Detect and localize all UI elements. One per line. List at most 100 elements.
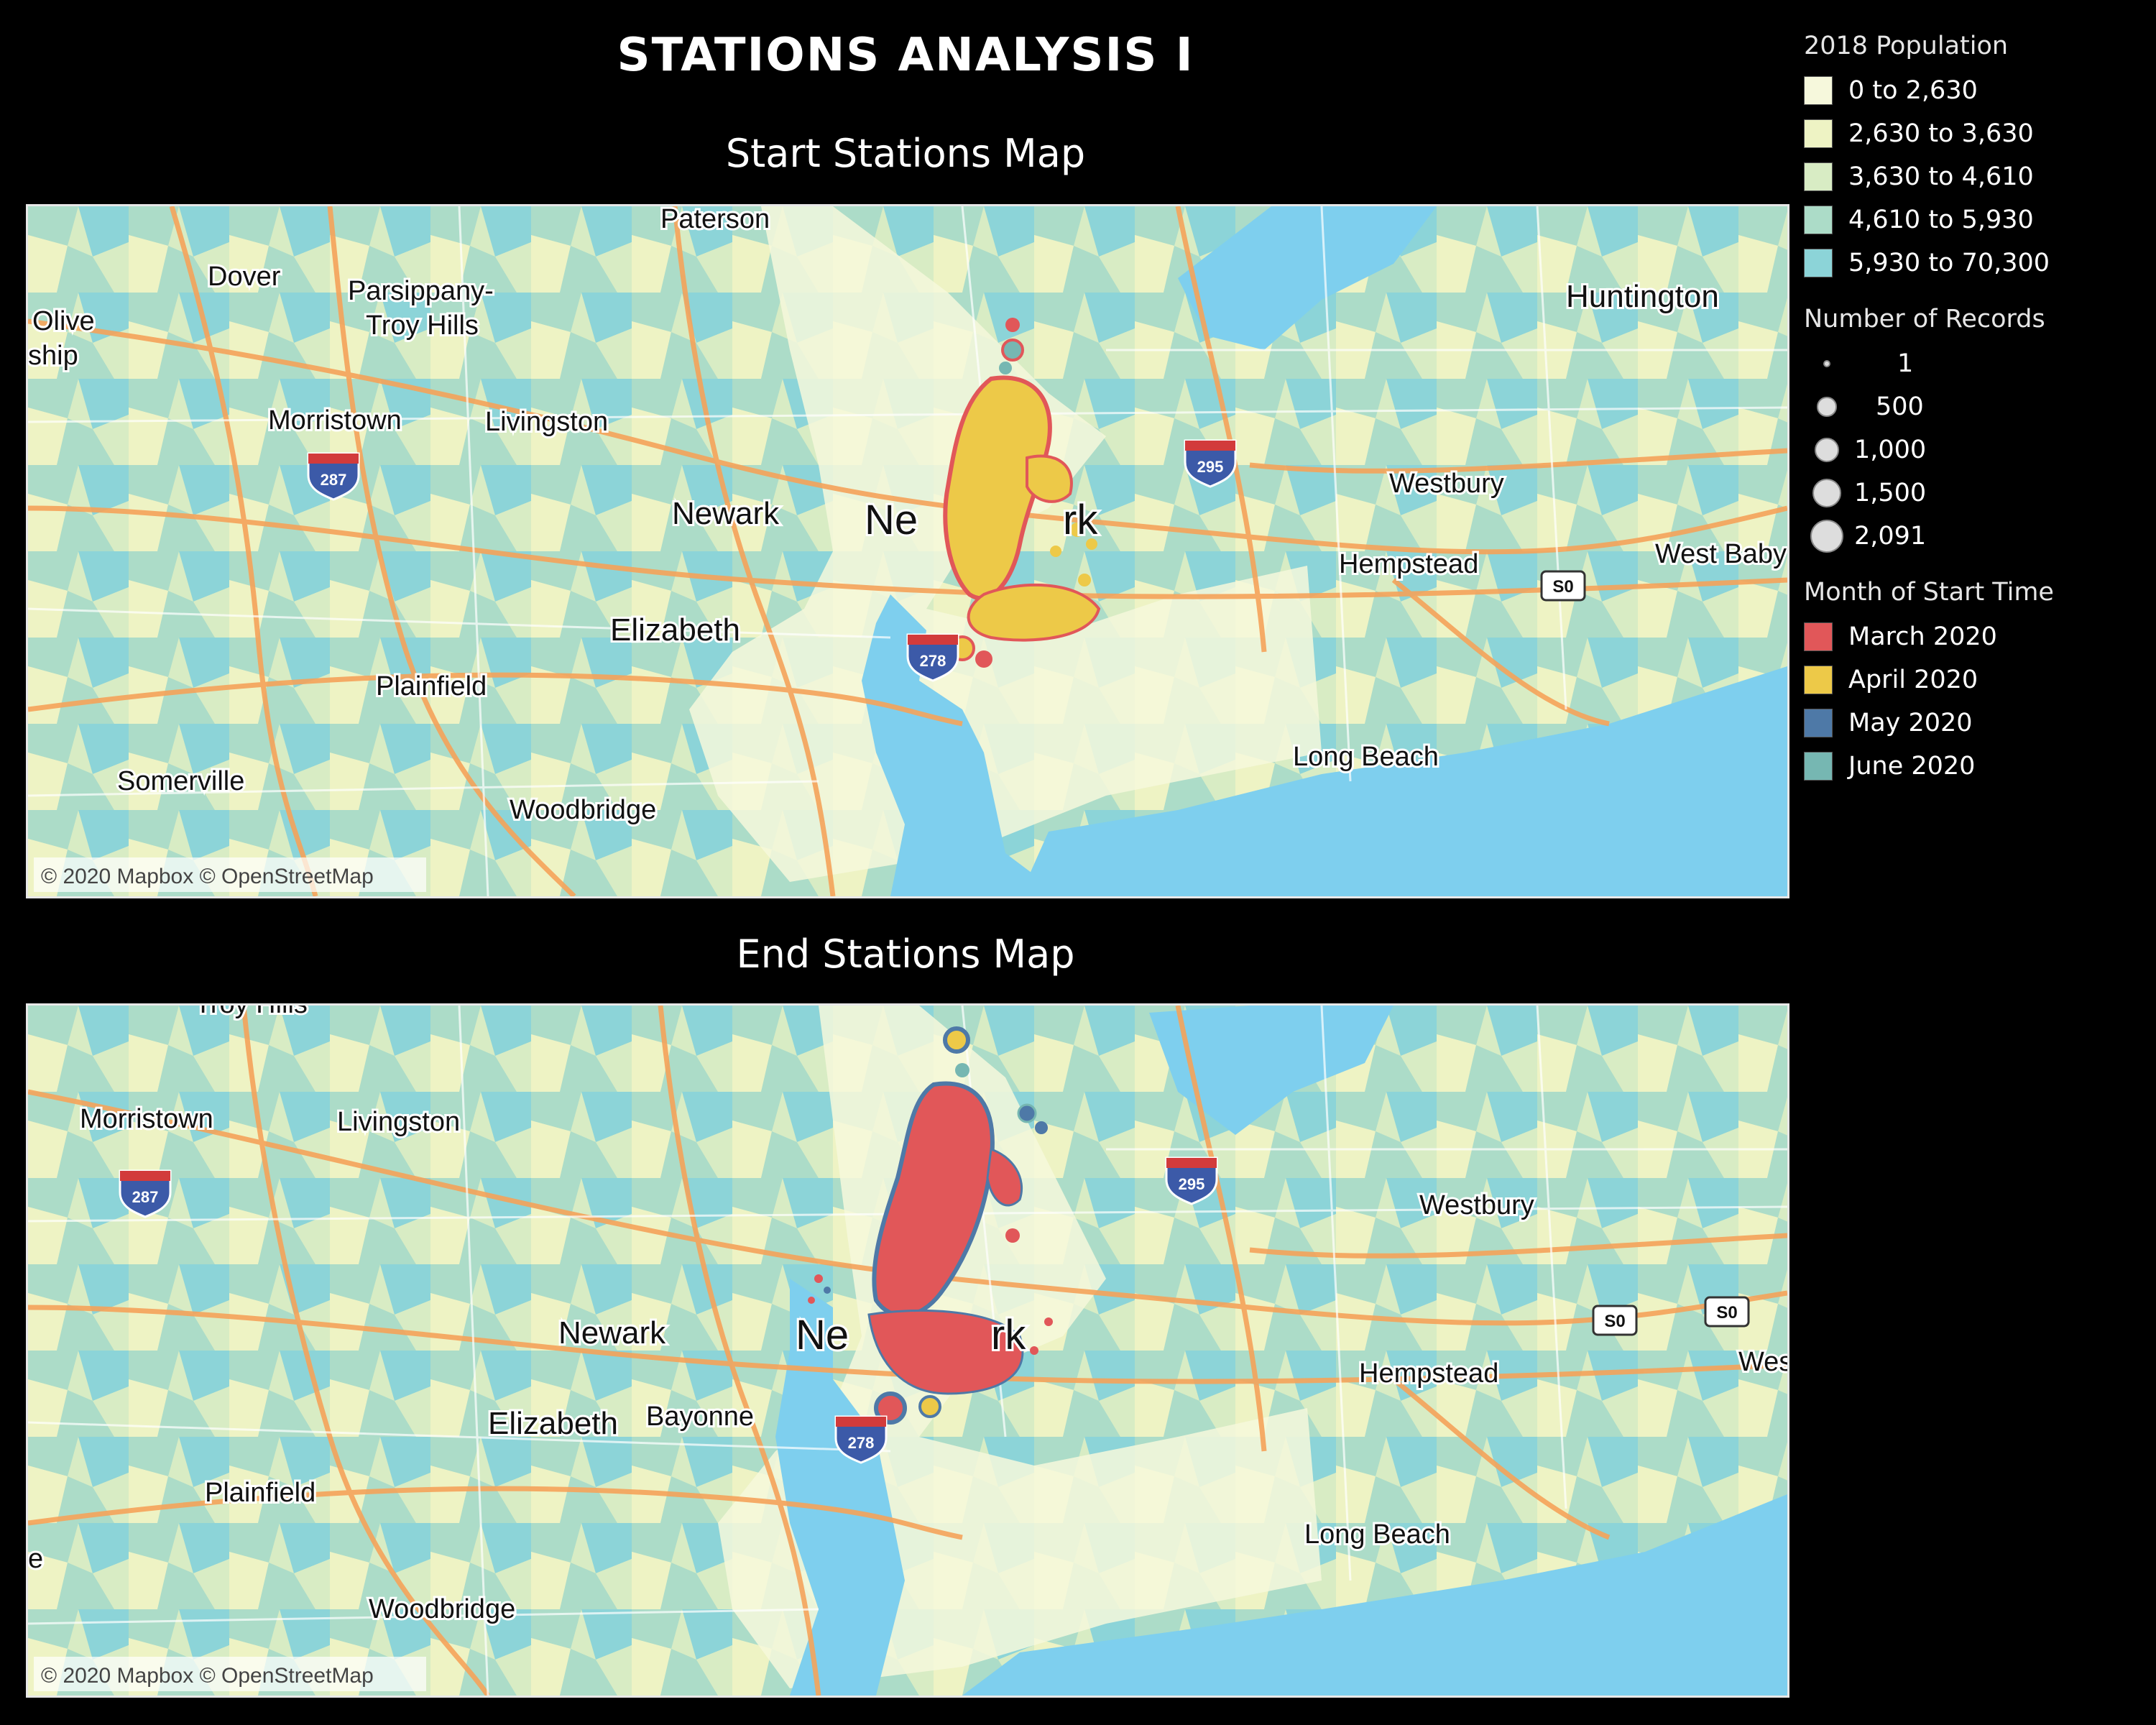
month-legend: Month of Start Time March 2020 April 2020… [1804, 578, 2149, 788]
interstate-shield: 295 [1165, 1156, 1218, 1205]
atlantic-ocean [962, 1494, 1787, 1696]
city-label: Huntington [1566, 279, 1719, 314]
records-legend-label: 1,500 [1854, 479, 1927, 507]
records-legend-item[interactable]: 1,500 [1804, 472, 2149, 515]
records-legend-title: Number of Records [1804, 305, 2045, 334]
records-legend-item[interactable]: 1 [1804, 342, 2149, 385]
route-shields: 287 295 S0 278 [307, 439, 1586, 682]
records-size-circle [1823, 359, 1831, 368]
city-label: Westbury [1389, 469, 1504, 499]
month-legend-item[interactable]: May 2020 [1804, 702, 2149, 745]
attribution[interactable]: © 2020 Mapbox © OpenStreetMap [34, 1657, 426, 1691]
population-legend-swatch [1804, 76, 1833, 105]
city-label: Long Beach [1293, 742, 1439, 772]
start-map-canvas[interactable]: Paterson Dover Parsippany- Troy Hills Ol… [28, 206, 1787, 896]
population-legend-swatch [1804, 206, 1833, 234]
population-legend-title: 2018 Population [1804, 32, 2009, 60]
city-label: Somerville [117, 766, 244, 796]
city-label: e [28, 1544, 43, 1574]
month-legend-label: April 2020 [1848, 666, 1978, 694]
records-size-circle [1817, 397, 1837, 417]
population-legend-item[interactable]: 3,630 to 4,610 [1804, 155, 2149, 198]
state-route-shield: S0 [1540, 570, 1586, 602]
month-legend-swatch [1804, 752, 1833, 781]
interstate-shield: 287 [307, 452, 360, 501]
month-legend-item[interactable]: April 2020 [1804, 658, 2149, 702]
records-legend-label: 1,000 [1854, 436, 1927, 464]
city-label: Newark [672, 496, 780, 531]
city-label: Woodbridge [510, 795, 656, 825]
svg-text:287: 287 [132, 1188, 159, 1206]
population-legend-item[interactable]: 0 to 2,630 [1804, 69, 2149, 112]
population-legend-swatch [1804, 162, 1833, 191]
interstate-shield: 295 [1184, 439, 1237, 488]
interstate-shield: 278 [906, 633, 959, 682]
population-legend-label: 2,630 to 3,630 [1848, 119, 2034, 148]
svg-text:© 2020 Mapbox © OpenStreetMap: © 2020 Mapbox © OpenStreetMap [41, 1664, 374, 1688]
city-label: Livingston [337, 1107, 460, 1137]
month-legend-swatch [1804, 622, 1833, 651]
harbor-water [862, 594, 1063, 896]
population-legend-label: 4,610 to 5,930 [1848, 206, 2034, 234]
month-legend-item[interactable]: June 2020 [1804, 745, 2149, 788]
svg-text:S0: S0 [1604, 1312, 1625, 1331]
month-legend-item[interactable]: March 2020 [1804, 615, 2149, 658]
city-label: Hempstead [1339, 549, 1478, 579]
urban-area [689, 206, 1322, 882]
month-legend-title: Month of Start Time [1804, 578, 2054, 607]
long-island-sound [1149, 1006, 1393, 1135]
start-map-title: Start Stations Map [725, 131, 1086, 176]
interstate-shield: 278 [834, 1415, 888, 1464]
end-stations-map[interactable]: Troy Hills Morristown Livingston Westbur… [26, 1003, 1789, 1698]
svg-text:295: 295 [1197, 458, 1224, 476]
city-label: Paterson [660, 206, 770, 234]
route-shields: 287 295 S0 S0 278 [119, 1156, 1750, 1464]
records-size-circle [1812, 478, 1842, 508]
population-legend-label: 0 to 2,630 [1848, 76, 1978, 105]
city-label: Livingston [485, 407, 608, 437]
records-legend-item[interactable]: 1,000 [1804, 428, 2149, 472]
city-label: rk [991, 1312, 1026, 1358]
city-label: Troy Hills [195, 1006, 308, 1019]
highway-network [28, 206, 1787, 896]
svg-text:278: 278 [920, 652, 946, 670]
city-label: Olive [32, 306, 95, 336]
records-legend-item[interactable]: 500 [1804, 385, 2149, 428]
city-label: ship [28, 341, 78, 371]
station-cluster[interactable] [808, 1026, 1053, 1425]
svg-text:278: 278 [848, 1434, 875, 1452]
population-legend-label: 3,630 to 4,610 [1848, 162, 2034, 191]
population-legend-item[interactable]: 5,930 to 70,300 [1804, 242, 2149, 285]
records-legend-label: 1 [1897, 349, 1914, 378]
population-legend-swatch [1804, 249, 1833, 277]
city-label: Morristown [80, 1104, 213, 1134]
end-map-title: End Stations Map [736, 932, 1075, 977]
city-label: Plainfield [205, 1478, 315, 1508]
start-stations-map[interactable]: Paterson Dover Parsippany- Troy Hills Ol… [26, 204, 1789, 898]
city-label: Long Beach [1304, 1519, 1450, 1550]
city-label: Parsippany- [348, 276, 494, 306]
city-label: Westbury [1419, 1190, 1534, 1220]
city-label: rk [1063, 497, 1098, 543]
attribution[interactable]: © 2020 Mapbox © OpenStreetMap [34, 857, 426, 892]
records-legend-item[interactable]: 2,091 [1804, 515, 2149, 558]
month-legend-label: June 2020 [1848, 752, 1976, 781]
long-island-sound [1178, 206, 1437, 350]
end-map-canvas[interactable]: Troy Hills Morristown Livingston Westbur… [28, 1006, 1787, 1696]
svg-text:287: 287 [321, 471, 347, 489]
state-route-shield: S0 [1592, 1305, 1638, 1336]
population-legend-item[interactable]: 4,610 to 5,930 [1804, 198, 2149, 242]
svg-text:© 2020 Mapbox © OpenStreetMap: © 2020 Mapbox © OpenStreetMap [41, 865, 374, 888]
city-label: Bayonne [646, 1402, 754, 1432]
interstate-shield: 287 [119, 1169, 172, 1218]
city-label: Morristown [268, 405, 402, 436]
city-label: Woodbridge [369, 1594, 515, 1624]
city-label: Ne [865, 497, 918, 543]
month-legend-label: May 2020 [1848, 709, 1973, 737]
city-label: West Baby [1655, 539, 1787, 569]
month-legend-swatch [1804, 666, 1833, 694]
city-label: Elizabeth [610, 612, 740, 648]
dashboard-title: STATIONS ANALYSIS I [617, 29, 1194, 82]
population-legend-item[interactable]: 2,630 to 3,630 [1804, 112, 2149, 155]
legend-panel: 2018 Population 0 to 2,630 2,630 to 3,630… [1804, 32, 2149, 808]
